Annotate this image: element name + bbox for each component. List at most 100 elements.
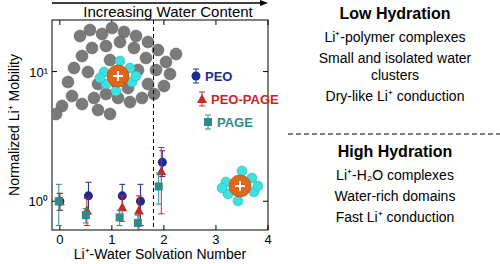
- error-cap: [117, 225, 123, 226]
- error-cap: [84, 225, 90, 226]
- title-arrowhead: [260, 0, 268, 6]
- polymer-atom: [62, 76, 74, 88]
- panel-divider: [288, 134, 500, 135]
- panel-line: Li⁺-polymer complexes: [315, 29, 475, 46]
- y-tick-right: [263, 201, 268, 202]
- data-point: [156, 166, 166, 175]
- error-cap: [83, 208, 89, 209]
- x-tick: [268, 225, 269, 230]
- polymer-atom: [124, 96, 136, 108]
- polymer-atom: [142, 36, 154, 48]
- li-ion: [229, 175, 251, 197]
- data-point: [55, 197, 64, 206]
- data-point: [116, 213, 124, 221]
- x-tick: [215, 225, 216, 230]
- polymer-atom: [52, 108, 62, 120]
- polymer-atom: [160, 56, 172, 68]
- polymer-atom: [104, 54, 116, 66]
- y-tick: [52, 71, 57, 72]
- side-panel-low: Low Hydration Li⁺-polymer complexes Small …: [292, 4, 498, 109]
- legend-error: [199, 106, 205, 107]
- error-cap: [57, 210, 63, 211]
- panel-line: Dry-like Li⁺ conduction: [315, 88, 475, 105]
- error-cap: [159, 176, 165, 177]
- polymer-atom: [100, 40, 112, 52]
- x-tick-top: [59, 20, 60, 25]
- error-cap: [84, 198, 90, 199]
- data-point: [158, 158, 167, 167]
- error-cap: [137, 184, 143, 185]
- molecule-illustration: [217, 166, 263, 206]
- polymer-atom: [100, 88, 112, 100]
- title-arrow: [52, 2, 264, 3]
- water-atom: [253, 181, 263, 191]
- error-cap: [85, 182, 91, 183]
- x-axis-label: Li⁺-Water Solvation Number: [74, 246, 247, 262]
- legend-marker: [204, 118, 212, 126]
- polymer-atom: [86, 42, 98, 54]
- plot-frame: [52, 20, 268, 230]
- li-plus: [239, 181, 241, 191]
- polymer-atom: [150, 64, 162, 76]
- polymer-atom: [114, 36, 126, 48]
- data-point: [82, 211, 90, 219]
- error-cap: [158, 147, 164, 148]
- x-tick-label: 3: [212, 232, 219, 247]
- polymer-atom: [66, 90, 78, 102]
- error-cap: [56, 225, 62, 226]
- y-tick-label: 10¹: [29, 65, 48, 80]
- polymer-atom: [142, 78, 154, 90]
- li-plus: [117, 71, 119, 81]
- error-cap: [56, 184, 62, 185]
- data-point: [136, 197, 145, 206]
- panel-line: Water-rich domains: [315, 188, 475, 205]
- data-point: [134, 205, 144, 214]
- panel-heading: Low Hydration: [292, 4, 498, 23]
- error-cap: [136, 195, 142, 196]
- x-tick: [111, 225, 112, 230]
- legend-marker: [197, 94, 207, 103]
- panel-line: Small and isolated water clusters: [315, 50, 475, 84]
- data-point: [117, 202, 127, 211]
- error-cap: [158, 213, 164, 214]
- error-cap: [119, 195, 125, 196]
- water-atom: [217, 183, 227, 193]
- divider-line: [153, 20, 154, 230]
- polymer-atom: [128, 42, 140, 54]
- water-atom: [233, 196, 243, 206]
- error-cap: [156, 204, 162, 205]
- legend-error: [193, 69, 199, 70]
- legend-error: [205, 129, 211, 130]
- x-tick-top: [215, 20, 216, 25]
- polymer-atom: [82, 66, 94, 78]
- x-tick-label: 1: [108, 232, 115, 247]
- panel-line: Fast Li⁺ conduction: [315, 209, 475, 226]
- panel-line: Li⁺-H₂O complexes: [315, 167, 475, 184]
- molecule-illustration: [52, 22, 182, 120]
- x-tick: [163, 225, 164, 230]
- polymer-atom: [88, 92, 100, 104]
- error-cap: [83, 222, 89, 223]
- y-tick-label: 10⁰: [29, 194, 48, 209]
- water-atom: [95, 73, 105, 83]
- y-tick-right: [263, 71, 268, 72]
- error-cap: [57, 193, 63, 194]
- error-cap: [119, 184, 125, 185]
- polymer-atom: [68, 62, 80, 74]
- water-atom: [111, 86, 121, 96]
- polymer-atom: [84, 24, 96, 36]
- water-atom: [115, 56, 125, 66]
- data-point: [84, 191, 93, 200]
- polymer-atom: [140, 52, 152, 64]
- error-cap: [136, 230, 142, 231]
- plot-area: [52, 20, 263, 230]
- x-tick-label: 0: [56, 232, 63, 247]
- data-point: [134, 219, 142, 227]
- x-tick-top: [268, 20, 269, 25]
- water-atom: [237, 166, 247, 176]
- figure: Increasing Water Content0123410⁰10¹Li⁺-W…: [0, 0, 500, 264]
- legend-marker: [192, 72, 201, 81]
- legend-error: [205, 115, 211, 116]
- error-cap: [156, 173, 162, 174]
- title: Increasing Water Content: [83, 3, 253, 20]
